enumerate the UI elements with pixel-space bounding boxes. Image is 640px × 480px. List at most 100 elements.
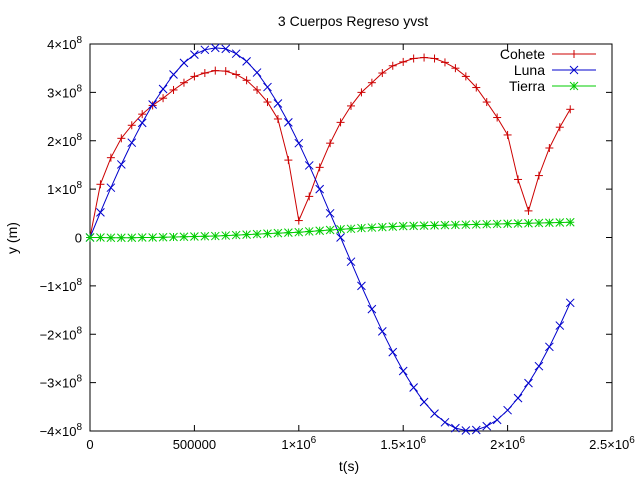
data-point-cohete xyxy=(357,88,366,97)
data-point-luna xyxy=(263,82,272,92)
data-point-luna xyxy=(315,184,325,194)
data-point-cohete xyxy=(232,70,241,79)
data-point-tierra xyxy=(513,219,523,228)
y-axis-label: y (m) xyxy=(4,222,20,254)
data-point-luna xyxy=(398,366,408,376)
data-point-tierra xyxy=(440,220,450,230)
x-tick-label: 2.5×106 xyxy=(589,435,635,452)
data-point-luna xyxy=(252,68,262,77)
data-point-luna xyxy=(336,233,345,242)
data-point-tierra xyxy=(503,219,512,229)
data-point-luna xyxy=(231,49,241,59)
data-point-cohete xyxy=(420,53,429,62)
data-point-luna xyxy=(409,383,418,392)
data-point-luna xyxy=(471,425,481,435)
data-point-luna xyxy=(430,409,439,418)
data-point-cohete xyxy=(138,110,147,119)
data-point-cohete xyxy=(253,85,262,94)
data-point-tierra xyxy=(451,220,460,230)
data-point-tierra xyxy=(242,230,251,239)
data-point-cohete xyxy=(524,206,533,215)
data-point-cohete xyxy=(305,192,314,201)
legend-item-tierra: Tierra xyxy=(509,78,596,94)
data-point-tierra xyxy=(252,229,262,239)
data-point-tierra xyxy=(534,218,544,228)
data-point-luna xyxy=(294,138,304,148)
data-point-tierra xyxy=(409,221,418,231)
data-point-cohete xyxy=(315,163,324,172)
y-tick-exponent: 8 xyxy=(76,180,82,191)
data-point-cohete xyxy=(451,64,460,73)
data-point-luna xyxy=(210,43,220,53)
data-point-tierra xyxy=(231,230,241,240)
data-point-luna xyxy=(127,138,137,148)
data-point-luna xyxy=(96,207,105,217)
y-tick-label: −3×108 xyxy=(40,374,83,391)
data-point-tierra xyxy=(388,222,398,231)
y-tick-label: 2×108 xyxy=(47,132,82,149)
data-point-luna xyxy=(503,405,512,415)
x-tick-label: 1×106 xyxy=(281,435,316,452)
data-point-tierra xyxy=(210,231,220,241)
legend-item-luna: Luna xyxy=(514,62,596,78)
series-tierra xyxy=(85,217,575,243)
legend-marker xyxy=(570,50,578,58)
data-point-tierra xyxy=(430,221,439,230)
data-point-luna xyxy=(545,342,554,352)
data-point-tierra xyxy=(367,223,377,232)
legend-marker xyxy=(569,65,579,75)
series-layer xyxy=(85,43,575,435)
data-point-cohete xyxy=(493,113,502,122)
data-point-luna xyxy=(137,118,147,128)
data-point-cohete xyxy=(117,134,126,143)
y-tick-label: 4×108 xyxy=(47,35,82,52)
x-tick-exponent: 6 xyxy=(629,435,635,446)
legend-label: Luna xyxy=(514,62,545,78)
data-point-tierra xyxy=(555,218,565,227)
data-point-luna xyxy=(200,45,210,55)
x-tick-label: 500000 xyxy=(173,437,216,452)
data-point-tierra xyxy=(106,233,116,243)
y-tick-label: −4×108 xyxy=(40,422,83,439)
y-tick-exponent: 8 xyxy=(76,35,82,46)
data-point-tierra xyxy=(284,228,293,238)
data-point-cohete xyxy=(284,156,293,165)
data-point-tierra xyxy=(137,233,147,242)
data-point-cohete xyxy=(409,54,418,63)
data-point-tierra xyxy=(315,226,325,236)
data-point-tierra xyxy=(200,231,210,241)
data-point-tierra xyxy=(377,222,387,232)
data-point-cohete xyxy=(367,78,376,87)
data-point-cohete xyxy=(388,61,397,70)
data-point-luna xyxy=(513,393,523,403)
data-point-tierra xyxy=(346,224,356,234)
data-point-luna xyxy=(419,397,429,407)
x-tick-label: 1.5×106 xyxy=(380,435,426,452)
data-point-luna xyxy=(325,208,335,218)
data-point-luna xyxy=(221,44,231,54)
data-point-tierra xyxy=(461,220,471,230)
data-point-luna xyxy=(148,100,157,109)
legend-label: Cohete xyxy=(500,46,545,62)
data-point-cohete xyxy=(482,98,491,107)
data-point-luna xyxy=(565,298,575,308)
data-point-cohete xyxy=(534,171,543,180)
legend-label: Tierra xyxy=(509,78,545,94)
data-point-cohete xyxy=(347,101,355,110)
data-point-cohete xyxy=(514,175,523,184)
data-point-cohete xyxy=(242,76,251,85)
y-tick-label: 1×108 xyxy=(47,180,82,197)
data-point-cohete xyxy=(566,105,575,114)
data-point-luna xyxy=(242,57,251,66)
data-point-luna xyxy=(440,417,450,427)
data-point-cohete xyxy=(200,69,209,78)
data-point-tierra xyxy=(263,229,272,238)
data-point-tierra xyxy=(545,218,554,228)
y-tick-exponent: 8 xyxy=(76,83,82,94)
data-point-cohete xyxy=(472,83,481,92)
data-point-luna xyxy=(461,426,471,435)
data-point-tierra xyxy=(273,228,283,238)
data-point-luna xyxy=(116,160,126,169)
data-point-luna xyxy=(451,423,460,433)
